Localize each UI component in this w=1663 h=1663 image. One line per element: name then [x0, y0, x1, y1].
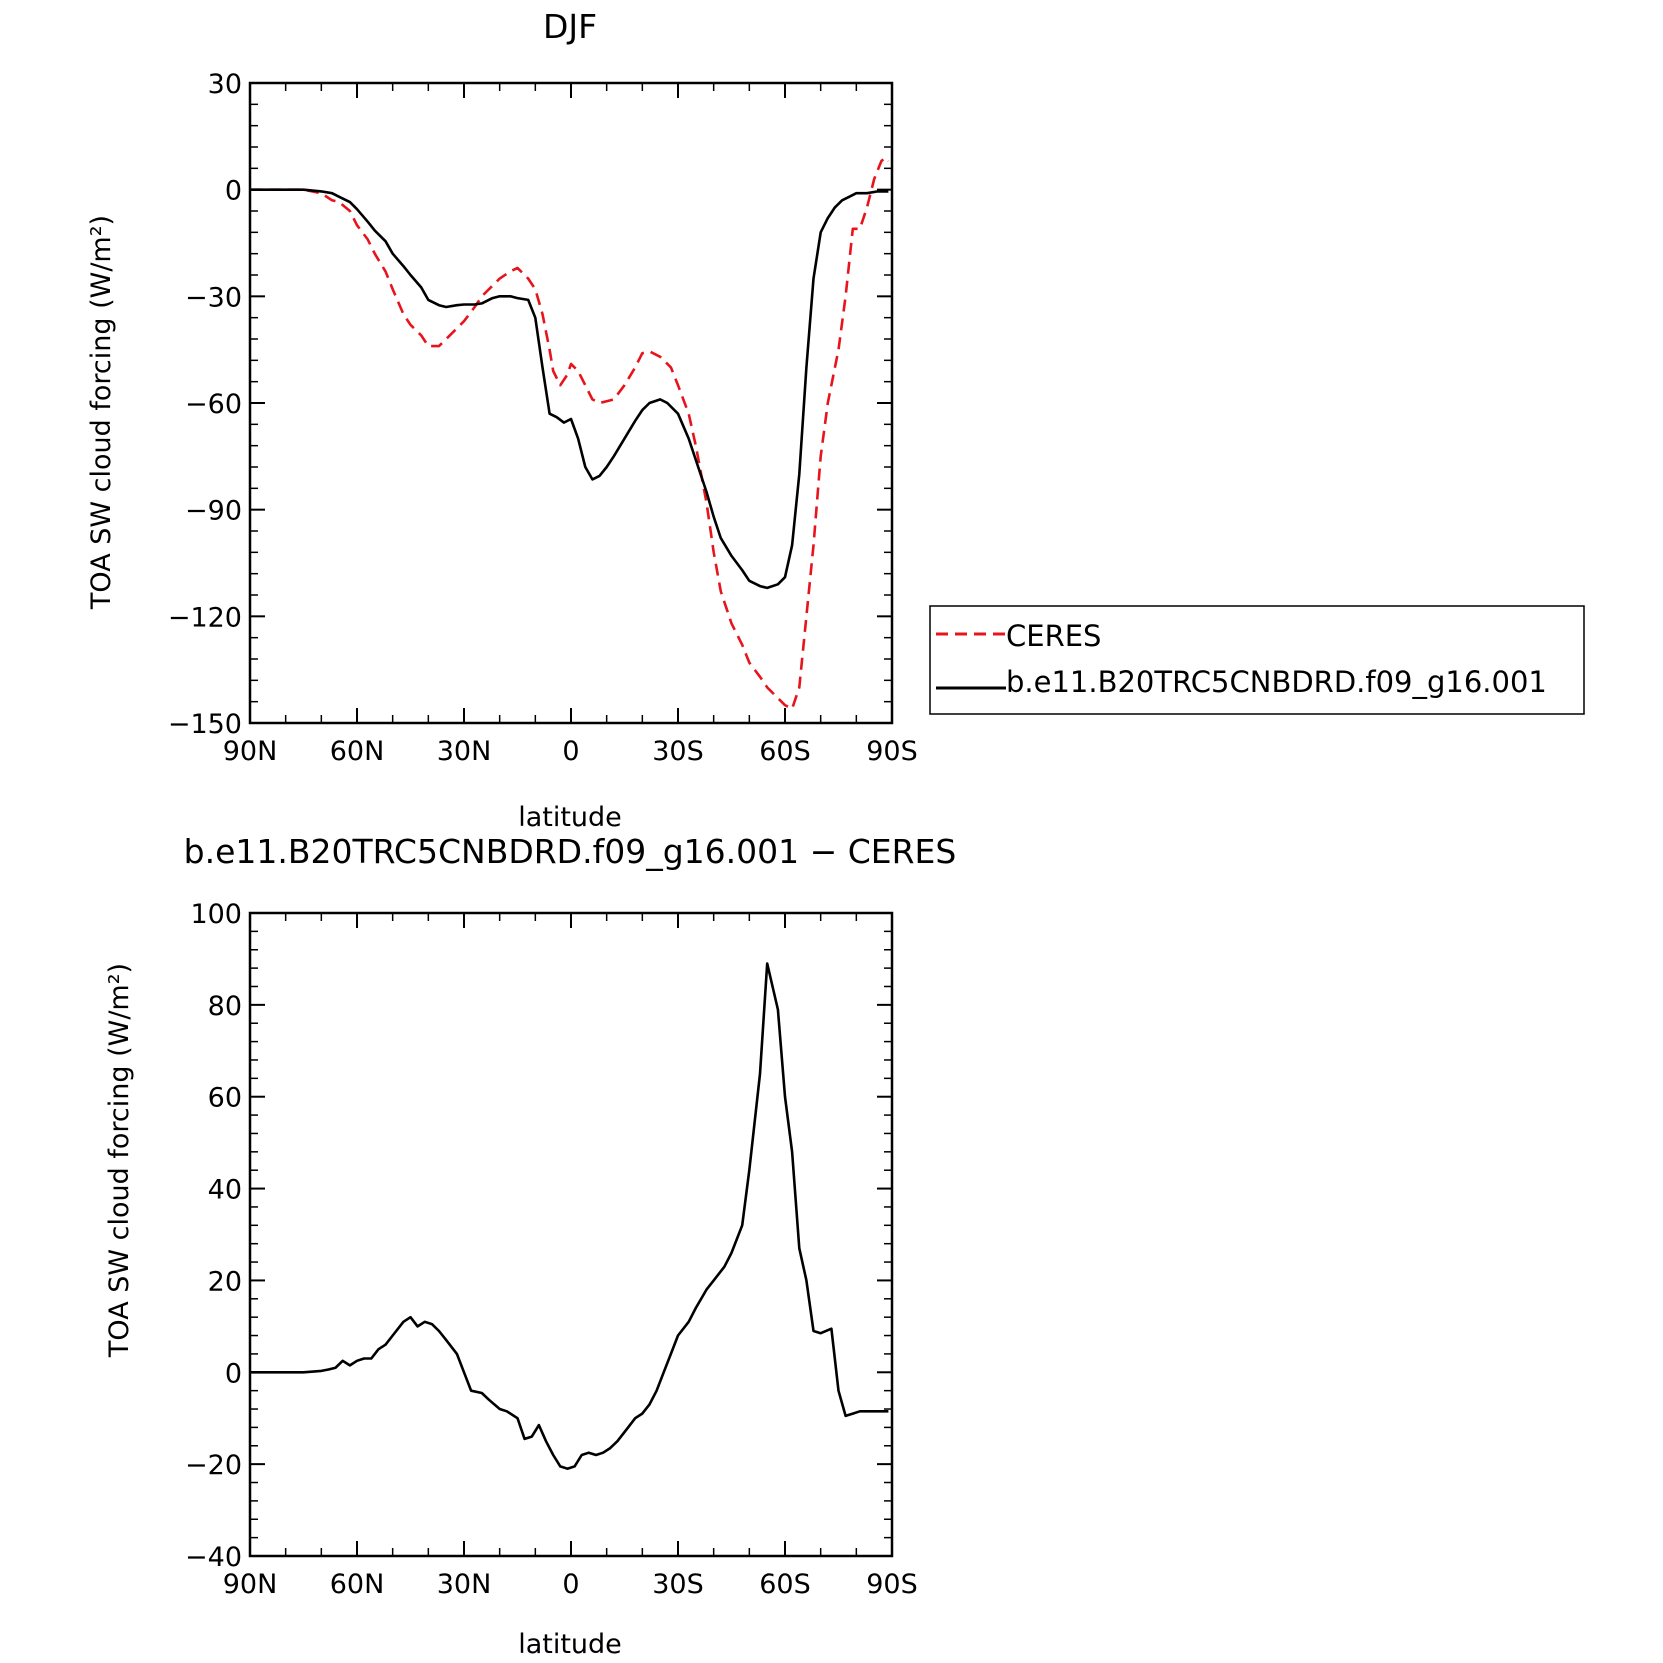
bottom-panel: b.e11.B20TRC5CNBDRD.f09_g16.001 − CERES …	[104, 832, 956, 1660]
top-plot-frame	[248, 81, 894, 725]
top-ytick-label: −90	[185, 496, 242, 527]
top-ytick-label: 0	[225, 176, 242, 207]
bottom-ytick-label: 60	[208, 1083, 242, 1114]
top-xtick-label: 30S	[652, 736, 704, 767]
top-xtick-label: 60S	[759, 736, 811, 767]
bottom-ytick-label: −40	[185, 1542, 242, 1573]
bottom-xtick-label: 60N	[330, 1569, 385, 1600]
legend-label-model: b.e11.B20TRC5CNBDRD.f09_g16.001	[1006, 665, 1547, 699]
top-xtick-label: 90S	[866, 736, 918, 767]
bottom-chart-title: b.e11.B20TRC5CNBDRD.f09_g16.001 − CERES	[184, 832, 957, 871]
top-ytick-label: −60	[185, 389, 242, 420]
bottom-ytick-label: 80	[208, 991, 242, 1022]
top-xtick-label: 0	[562, 736, 579, 767]
bottom-ytick-label: 100	[190, 899, 242, 930]
bottom-ytick-label: 0	[225, 1358, 242, 1389]
top-chart-title: DJF	[543, 7, 597, 46]
bottom-y-axis-label: TOA SW cloud forcing (W/m²)	[104, 963, 135, 1358]
bottom-xtick-label: 30S	[652, 1569, 704, 1600]
bottom-series-line-model	[250, 962, 889, 1470]
top-ytick-label: 30	[208, 69, 242, 100]
bottom-x-axis-label: latitude	[518, 1629, 622, 1660]
legend-box	[929, 605, 1585, 715]
top-xtick-label: 30N	[437, 736, 492, 767]
bottom-ytick-label: −20	[185, 1450, 242, 1481]
bottom-xtick-label: 60S	[759, 1569, 811, 1600]
top-ytick-label: −30	[185, 282, 242, 313]
top-ytick-label: −120	[168, 602, 242, 633]
bottom-plot-frame	[248, 911, 894, 1558]
top-ytick-label: −150	[168, 709, 242, 740]
top-y-axis-label: TOA SW cloud forcing (W/m²)	[86, 215, 117, 610]
bottom-xtick-label: 90N	[223, 1569, 278, 1600]
bottom-xtick-label: 30N	[437, 1569, 492, 1600]
top-series-line-ceres	[250, 156, 890, 711]
bottom-ytick-label: 40	[208, 1175, 242, 1206]
top-series-line-model	[250, 188, 889, 590]
legend: CERES b.e11.B20TRC5CNBDRD.f09_g16.001	[929, 605, 1585, 715]
legend-label-ceres: CERES	[1006, 619, 1101, 653]
top-x-axis-label: latitude	[518, 802, 622, 833]
top-xtick-label: 60N	[330, 736, 385, 767]
bottom-ytick-label: 20	[208, 1266, 242, 1297]
bottom-xtick-label: 90S	[866, 1569, 918, 1600]
bottom-xtick-label: 0	[562, 1569, 579, 1600]
top-xtick-label: 90N	[223, 736, 278, 767]
